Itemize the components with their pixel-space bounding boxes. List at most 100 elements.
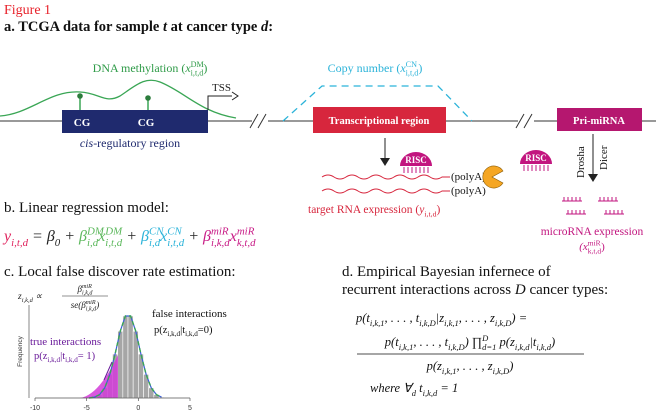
pri-mirna-box	[557, 108, 642, 131]
text-run: p(z	[34, 351, 48, 362]
superscript: DM	[86, 225, 105, 237]
subscript: i,k,1	[442, 366, 457, 376]
text-run: d	[261, 19, 269, 35]
lfdr-formula-den: se(βmiR i,k,d)	[71, 300, 100, 313]
subscript: i,k,d	[185, 330, 198, 338]
text-run: )	[508, 359, 513, 373]
mixture-fit	[89, 315, 162, 399]
text-run: where ∀	[370, 381, 414, 395]
risc-shape	[400, 152, 432, 166]
text-run: , . . . , z	[457, 359, 493, 373]
text-run: x	[229, 228, 237, 245]
text-run: Copy number (	[328, 61, 401, 75]
panel-d-title: recurrent interactions across D cancer t…	[342, 282, 608, 298]
text-run: x	[184, 61, 191, 75]
pri-mirna-label: Pri-miRNA	[573, 116, 625, 127]
text-run: = 1)	[78, 351, 96, 362]
polya-label: (polyA)	[451, 185, 486, 197]
target-rna	[321, 174, 450, 180]
text-run: β	[140, 228, 149, 245]
text-run: a. TCGA data for sample	[4, 19, 163, 35]
true-expr: p(zi,k,d|ti,k,d= 1)	[34, 351, 96, 364]
text-run: , . . . , t	[413, 335, 448, 349]
target-label: target RNA expression (yi,t,d)	[308, 204, 441, 218]
subscript: i,k,d	[22, 297, 34, 304]
subscript: i,t,d	[11, 237, 28, 249]
superscript: CN	[167, 225, 182, 237]
x-tick-label: -5	[84, 405, 90, 412]
text-run: )	[550, 335, 555, 349]
subscript: 0	[55, 237, 61, 249]
histogram-bar	[127, 315, 134, 399]
risc-comb	[523, 165, 549, 171]
lollipop-head	[145, 95, 151, 101]
copy-number-outline	[282, 85, 473, 122]
copy-number-label: Copy number (xCN i,t,d)	[328, 60, 423, 78]
text-run: , . . . , z	[459, 311, 495, 325]
text-run: -regulatory region	[93, 136, 180, 150]
superscript: miR	[82, 284, 92, 290]
text-run: t	[163, 19, 168, 35]
lfdr-formula-lhs: zi,k,d ∝	[17, 292, 42, 304]
panel-d-title: d. Empirical Bayesian infernece of	[342, 264, 551, 280]
subscript: k,t,d	[237, 237, 256, 249]
subscript: i,k,d	[211, 237, 230, 249]
text-run: ∝	[33, 292, 42, 302]
superscript: CN	[406, 60, 417, 69]
methylation-curve	[0, 79, 237, 119]
text-run: +	[60, 228, 79, 245]
subscript: i,t,d	[191, 69, 204, 78]
text-run: recurrent interactions across	[342, 282, 515, 298]
dicer-label: Dicer	[598, 145, 610, 170]
text-run: |z	[436, 311, 444, 325]
arrowhead	[380, 158, 390, 166]
subscript: d=1	[482, 342, 496, 352]
subscript: k,t,d	[588, 246, 602, 255]
text-run: |t	[180, 325, 185, 336]
drosha-label: Drosha	[575, 146, 587, 178]
text-run: =0)	[198, 325, 213, 336]
risc-label: RISC	[525, 153, 547, 163]
subscript: i,t,d	[167, 237, 184, 249]
text-run: p(z	[154, 325, 168, 336]
subscript: i,t,d	[105, 237, 122, 249]
lfdr-formula-num: βmiR i,k,d	[76, 284, 93, 297]
text-run: |t	[529, 335, 536, 349]
tss-arrow	[207, 95, 232, 110]
text-run: D	[514, 282, 526, 298]
subscript: i,d	[87, 237, 99, 249]
subscript: i,k,d	[423, 388, 438, 398]
text-run: = 1	[437, 381, 458, 395]
subscript: i,k,d	[536, 342, 551, 352]
superscript: DM	[104, 225, 123, 237]
bayes-denominator: p(zi,k,1, . . . , zi,k,D)	[426, 359, 514, 376]
text-run: β	[78, 228, 87, 245]
panel-b-title: b. Linear regression model:	[4, 200, 169, 216]
target-rna	[321, 188, 450, 194]
text-run: )	[95, 300, 99, 310]
figure-label: Figure 1	[4, 3, 51, 18]
text-run: DNA methylation (	[93, 61, 186, 75]
text-run: ) ∏	[464, 335, 483, 349]
break-mark	[249, 113, 267, 129]
lollipop-head	[77, 93, 83, 99]
text-run: target RNA expression (	[308, 204, 419, 216]
text-run: :	[268, 19, 273, 35]
text-run: x	[159, 228, 167, 245]
subscript: d	[412, 388, 417, 398]
text-run: at cancer type	[167, 19, 261, 35]
text-run: ) =	[510, 311, 527, 325]
subscript: i,k,d	[167, 330, 180, 338]
text-run: y	[418, 204, 425, 216]
text-run: β	[76, 284, 82, 294]
subscript: i,t,d	[406, 69, 419, 78]
text-run: +	[184, 228, 203, 245]
text-run: z	[17, 292, 22, 302]
bayes-numerator: p(ti,k,1, . . . , ti,k,D) ∏D d=1 p(zi,k,d…	[384, 333, 555, 352]
text-run: = β	[28, 228, 55, 245]
panel-a-title: a. TCGA data for sample t at cancer type…	[4, 19, 273, 35]
risc-label: RISC	[405, 155, 427, 165]
subscript: i,k,d	[47, 356, 60, 364]
text-run: p(t	[384, 335, 399, 349]
